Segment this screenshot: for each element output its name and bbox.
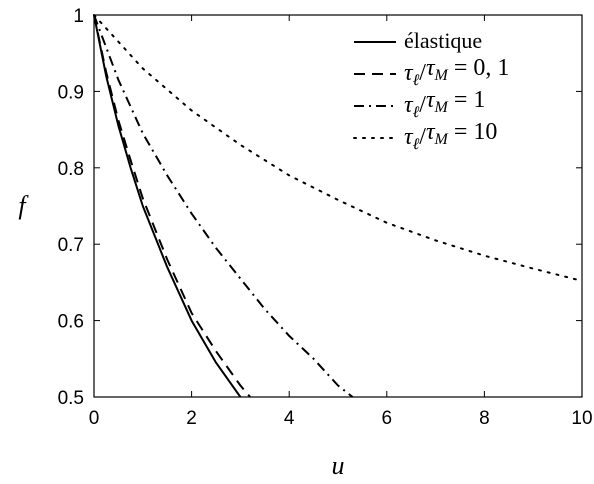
axis-ticks <box>93 14 583 398</box>
y-tick-label: 0.7 <box>58 235 84 256</box>
series-group <box>93 14 583 398</box>
legend-label-1: élastique <box>404 28 482 53</box>
legend-math-rhs: = 1 <box>454 87 486 113</box>
legend-math-sub2: M <box>434 67 450 84</box>
legend-label-3: τℓ/τM = 1 <box>404 87 485 121</box>
y-tick-label: 0.8 <box>58 159 84 180</box>
series-line-4 <box>93 14 583 282</box>
tick-labels: 0 2 4 6 8 10 0.5 0.6 0.7 0.8 0.9 1 <box>58 6 593 429</box>
y-tick-label: 0.5 <box>58 388 84 409</box>
legend-math-sub1: ℓ <box>413 136 420 153</box>
legend-math-lhs1: τ <box>404 60 414 86</box>
legend-math-sep: / <box>419 60 426 86</box>
legend-math-sep: / <box>419 124 426 150</box>
legend-label-4: τℓ/τM = 10 <box>404 119 497 153</box>
legend-math-rhs: = 0, 1 <box>454 55 510 81</box>
x-tick-label: 0 <box>89 408 100 429</box>
series-line-3 <box>93 14 354 398</box>
legend-label-2: τℓ/τM = 0, 1 <box>404 55 509 89</box>
x-tick-label: 10 <box>571 408 592 429</box>
series-line-1 <box>93 14 242 398</box>
legend-math-lhs2: τ <box>426 55 436 81</box>
y-tick-label: 0.6 <box>58 312 84 333</box>
legend-math-lhs2: τ <box>426 119 436 145</box>
series-line-2 <box>93 14 251 398</box>
plot-frame <box>93 14 583 398</box>
legend-math-lhs2: τ <box>426 87 436 113</box>
legend-math-rhs: = 10 <box>454 119 498 145</box>
y-tick-label: 0.9 <box>58 82 84 103</box>
legend-math-sub2: M <box>434 99 450 116</box>
legend-math-sub1: ℓ <box>413 104 420 121</box>
x-tick-label: 8 <box>479 408 490 429</box>
legend-math-sub2: M <box>434 131 450 148</box>
legend-math-sub1: ℓ <box>413 72 420 89</box>
x-tick-label: 6 <box>382 408 393 429</box>
y-tick-label: 1 <box>73 6 84 27</box>
legend-math-lhs1: τ <box>404 124 414 150</box>
legend-math-lhs1: τ <box>404 92 414 118</box>
legend-math-sep: / <box>419 92 426 118</box>
x-tick-label: 4 <box>284 408 295 429</box>
x-axis-label: u <box>332 451 345 480</box>
x-tick-label: 2 <box>186 408 197 429</box>
y-axis-label: f <box>18 191 29 220</box>
